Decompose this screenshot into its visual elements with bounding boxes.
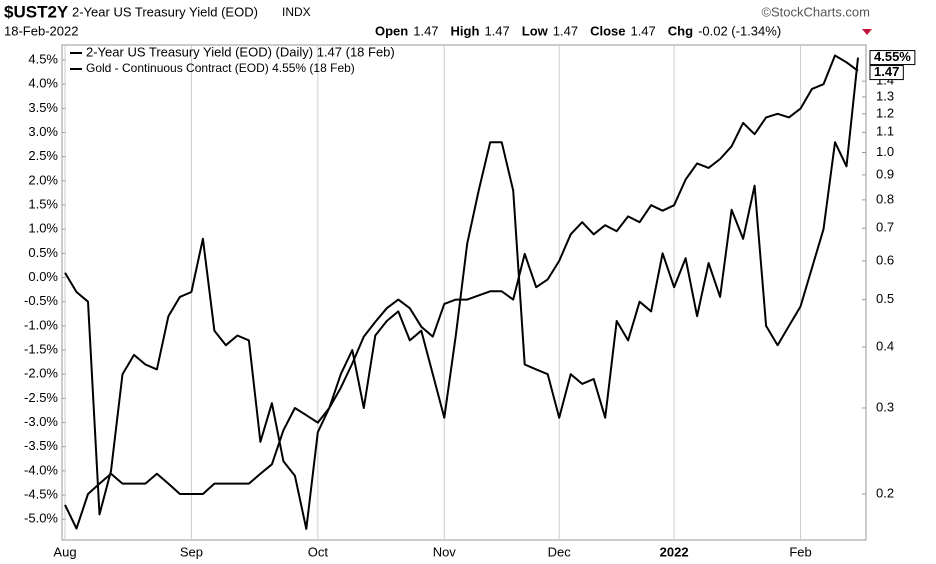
x-tick-label: Dec [548, 544, 572, 559]
y-tick-label: -1.0% [24, 317, 58, 332]
y-tick-label: -3.5% [24, 438, 58, 453]
source: ©StockCharts.com [761, 4, 870, 19]
y-tick-label: -0.5% [24, 293, 58, 308]
last-value-label: 1.47 [874, 64, 899, 79]
y-tick-label: 3.0% [28, 124, 58, 139]
quote-label: Open [375, 23, 408, 38]
quote-value: 1.47 [553, 23, 578, 38]
y-tick-label: 1.5% [28, 196, 58, 211]
y2-tick-label: 0.5 [876, 291, 894, 306]
x-tick-label: 2022 [660, 544, 689, 559]
y-tick-label: 0.5% [28, 245, 58, 260]
quote-label: High [451, 23, 480, 38]
y2-tick-label: 0.9 [876, 166, 894, 181]
y2-tick-label: 0.7 [876, 220, 894, 235]
y-tick-label: -1.5% [24, 341, 58, 356]
y2-tick-label: 0.6 [876, 252, 894, 267]
date: 18-Feb-2022 [4, 23, 78, 38]
y2-tick-label: 1.1 [876, 124, 894, 139]
x-tick-label: Oct [308, 544, 329, 559]
y-tick-label: 0.0% [28, 269, 58, 284]
series-line [64, 57, 859, 530]
plot-frame [61, 44, 867, 541]
down-arrow [862, 29, 872, 35]
y-tick-label: 4.0% [28, 76, 58, 91]
y-tick-label: 3.5% [28, 100, 58, 115]
y-tick-label: -3.0% [24, 414, 58, 429]
symbol: $UST2Y [4, 2, 69, 21]
y-tick-label: -2.0% [24, 366, 58, 381]
quote-value: 1.47 [484, 23, 509, 38]
exchange: INDX [282, 5, 311, 19]
legend-label: 2-Year US Treasury Yield (EOD) (Daily) 1… [86, 44, 395, 59]
quote-value: -0.02 (-1.34%) [698, 23, 781, 38]
y-tick-label: -2.5% [24, 390, 58, 405]
x-tick-label: Aug [53, 544, 76, 559]
x-tick-label: Nov [433, 544, 457, 559]
y-tick-label: 2.0% [28, 172, 58, 187]
last-value-tag: 4.55% [869, 49, 916, 66]
quote-label: Close [590, 23, 625, 38]
x-tick-label: Feb [789, 544, 811, 559]
y-tick-label: -4.5% [24, 486, 58, 501]
chart-title: 2-Year US Treasury Yield (EOD) [72, 4, 258, 19]
last-value-box [869, 50, 916, 66]
last-value-tag: 1.47 [869, 64, 904, 81]
y2-tick-label: 0.3 [876, 399, 894, 414]
last-value-label: 4.55% [874, 49, 911, 64]
y2-tick-label: 1.3 [876, 88, 894, 103]
quote-label: Low [522, 23, 549, 38]
y-tick-label: 1.0% [28, 221, 58, 236]
y2-tick-label: 0.4 [876, 338, 894, 353]
y2-tick-label: 1.2 [876, 105, 894, 120]
y2-tick-label: 0.8 [876, 191, 894, 206]
y-tick-label: -5.0% [24, 511, 58, 526]
legend-label: Gold - Continuous Contract (EOD) 4.55% (… [86, 61, 355, 75]
quote-value: 1.47 [630, 23, 655, 38]
last-value-box [869, 65, 904, 81]
quote-value: 1.47 [413, 23, 438, 38]
y-tick-label: -4.0% [24, 462, 58, 477]
quote-label: Chg [668, 23, 693, 38]
y2-tick-label: 1.0 [876, 144, 894, 159]
y2-tick-label: 0.2 [876, 485, 894, 500]
x-tick-label: Sep [180, 544, 203, 559]
series-line [64, 54, 859, 530]
y-tick-label: 2.5% [28, 148, 58, 163]
y-tick-label: 4.5% [28, 51, 58, 66]
